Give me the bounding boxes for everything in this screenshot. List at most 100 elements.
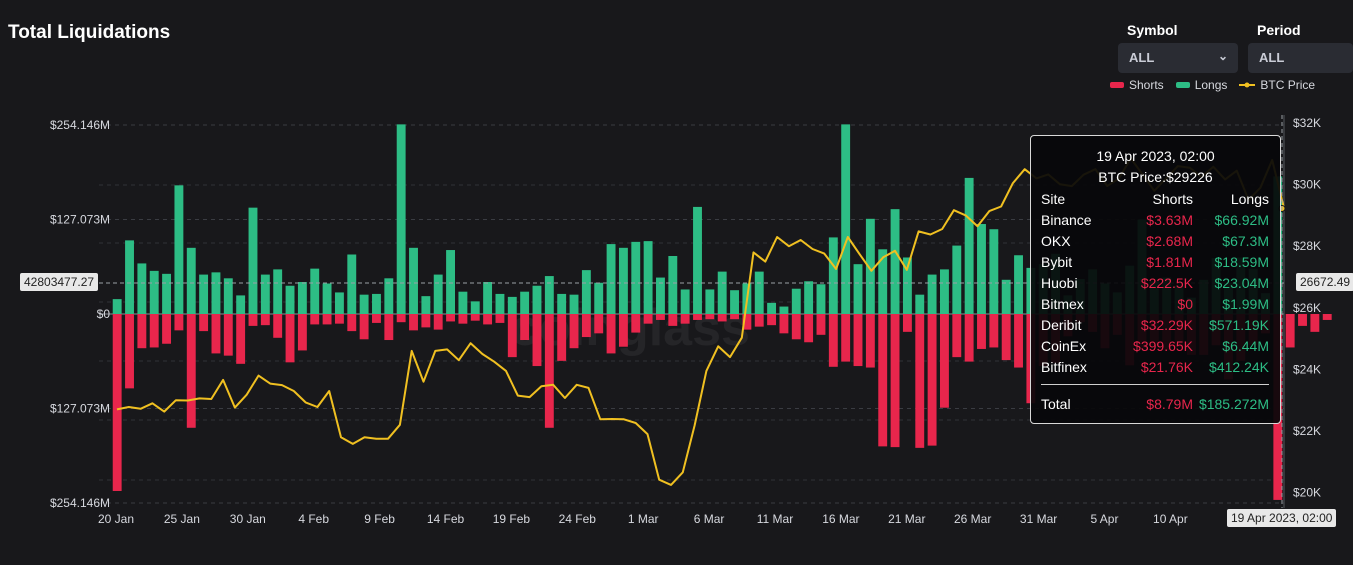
longs-bar <box>137 263 147 314</box>
tooltip-longs-value: $6.44M <box>1222 338 1269 354</box>
shorts-bar <box>285 314 295 363</box>
tooltip-row: Bitfinex $21.76K $412.24K <box>1041 359 1269 379</box>
y2-tick-label: $28K <box>1293 239 1321 253</box>
shorts-bar <box>149 314 159 348</box>
symbol-select[interactable]: ALL ⌄ <box>1118 43 1238 73</box>
symbol-label: Symbol <box>1127 22 1178 38</box>
x-tick-label: 25 Jan <box>164 512 200 526</box>
shorts-bar <box>446 314 455 322</box>
shorts-swatch-icon <box>1110 82 1124 88</box>
x-tick-label: 10 Apr <box>1153 512 1188 526</box>
tooltip-shorts-value: $0 <box>1177 296 1193 312</box>
shorts-bar <box>544 314 554 428</box>
longs-bar <box>705 289 715 314</box>
period-select[interactable]: ALL <box>1248 43 1353 73</box>
tooltip-shorts-value: $2.68M <box>1146 233 1193 249</box>
crosshair-right-value: 26672.49 <box>1296 273 1353 291</box>
shorts-bar <box>112 314 122 491</box>
longs-bar <box>199 274 209 314</box>
shorts-bar <box>174 314 184 331</box>
shorts-bar <box>199 314 209 332</box>
longs-bar <box>581 270 591 314</box>
tooltip-site: Binance <box>1041 212 1092 228</box>
shorts-bar <box>372 314 381 323</box>
tooltip-row: Binance $3.63M $66.92M <box>1041 212 1269 232</box>
crosshair-left-value: 42803477.27 <box>20 273 99 291</box>
x-tick-label: 24 Feb <box>559 512 597 526</box>
tooltip-site: Deribit <box>1041 317 1082 333</box>
longs-bar <box>767 302 777 314</box>
longs-bar <box>680 289 690 314</box>
shorts-bar <box>779 314 789 334</box>
legend-label-btc-price: BTC Price <box>1260 78 1316 92</box>
x-tick-label: 11 Mar <box>757 512 793 526</box>
chevron-down-icon: ⌄ <box>1217 49 1228 63</box>
longs-bar <box>952 245 962 314</box>
shorts-bar <box>223 314 233 356</box>
longs-bar <box>779 306 789 314</box>
shorts-bar <box>483 314 493 325</box>
tooltip-total-label: Total <box>1041 396 1071 412</box>
longs-bar <box>532 285 542 314</box>
shorts-bar <box>273 314 283 338</box>
y-tick-label: $127.073M <box>50 402 110 416</box>
y2-tick-label: $32K <box>1293 116 1321 130</box>
longs-bar <box>618 247 628 314</box>
longs-bar <box>297 282 307 314</box>
shorts-bar <box>137 314 147 349</box>
y2-tick-label: $26K <box>1293 301 1321 315</box>
y-tick-label: $254.146M <box>50 496 110 510</box>
longs-bar <box>977 224 986 314</box>
legend-item-longs[interactable]: Longs <box>1175 78 1227 92</box>
longs-bar <box>507 296 517 314</box>
shorts-bar <box>520 314 530 341</box>
longs-bar <box>384 278 394 314</box>
shorts-bar <box>396 314 406 323</box>
longs-bar <box>1001 279 1011 314</box>
shorts-bar <box>643 314 653 324</box>
y-axis-left: $254.146M $127.073M $0 $127.073M $254.146M <box>50 118 110 510</box>
longs-bar <box>940 269 949 314</box>
shorts-bar <box>705 314 715 320</box>
tooltip-shorts-value: $1.81M <box>1146 254 1193 270</box>
longs-bar <box>569 294 579 314</box>
longs-bar <box>273 269 283 314</box>
longs-bar <box>902 257 912 314</box>
shorts-bar <box>310 314 320 325</box>
longs-bar <box>248 207 258 314</box>
shorts-bar <box>594 314 604 334</box>
longs-bar <box>396 124 406 315</box>
shorts-bar <box>977 314 986 349</box>
shorts-bar <box>569 314 579 349</box>
tooltip-header-site: Site <box>1041 191 1066 207</box>
shorts-bar <box>816 314 826 335</box>
x-tick-label: 19 Feb <box>493 512 531 526</box>
tooltip-divider <box>1041 384 1269 385</box>
shorts-bar <box>989 314 999 348</box>
shorts-bar <box>828 314 838 367</box>
tooltip-longs-value: $23.04M <box>1214 275 1269 291</box>
shorts-bar <box>693 314 702 320</box>
tooltip-shorts-value: $32.29K <box>1140 317 1193 333</box>
x-tick-label: 20 Jan <box>98 512 134 526</box>
legend-item-btc-price[interactable]: BTC Price <box>1239 78 1315 92</box>
shorts-bar <box>347 314 357 332</box>
longs-bar <box>162 273 172 314</box>
shorts-bar <box>458 314 468 324</box>
tooltip-row: Bybit $1.81M $18.59M <box>1041 254 1269 274</box>
tooltip-site: Bitmex <box>1041 296 1084 312</box>
tooltip-header-shorts: Shorts <box>1152 191 1193 207</box>
shorts-bar <box>581 314 591 338</box>
shorts-bar <box>409 314 418 331</box>
longs-bar <box>334 292 344 314</box>
shorts-bar <box>656 314 665 320</box>
x-tick-label: 9 Feb <box>364 512 395 526</box>
tooltip-shorts-value: $399.65K <box>1133 338 1193 354</box>
shorts-bar <box>162 314 172 344</box>
tooltip-total-row: Total $8.79M $185.272M <box>1041 396 1269 416</box>
legend-item-shorts[interactable]: Shorts <box>1110 78 1164 92</box>
longs-bar <box>236 295 246 314</box>
longs-bar <box>421 296 431 314</box>
shorts-bar <box>248 314 258 326</box>
shorts-bar <box>767 314 777 326</box>
